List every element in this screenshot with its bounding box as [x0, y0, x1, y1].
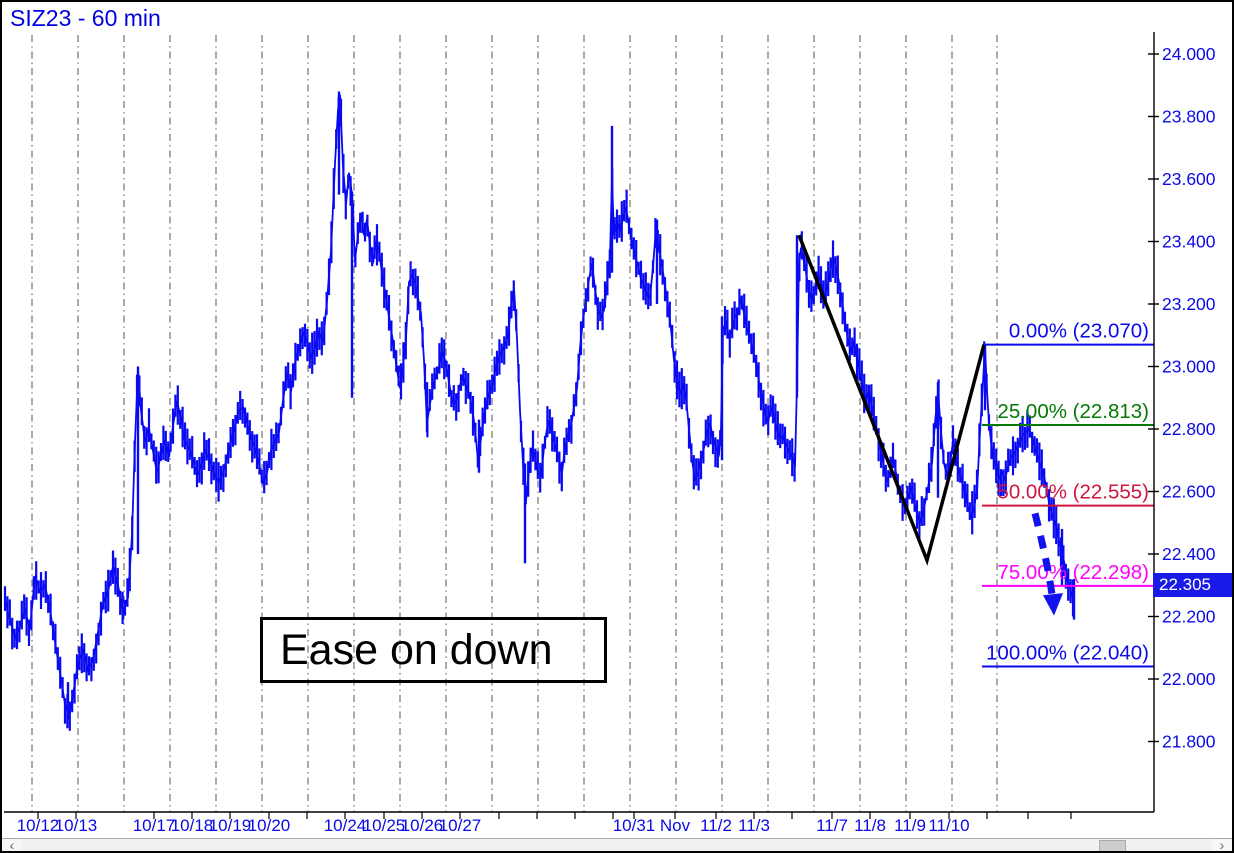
- y-tick-label: 22.200: [1162, 607, 1216, 627]
- x-tick-label: Nov: [660, 816, 691, 835]
- x-tick-label: 11/10: [928, 816, 969, 835]
- x-tick-label: 11/3: [738, 816, 770, 835]
- y-tick-label: 22.000: [1162, 669, 1216, 689]
- x-tick-label: 10/20: [248, 816, 291, 835]
- fib-label-0pct: 0.00% (23.070): [1009, 320, 1149, 343]
- y-tick-label: 22.400: [1162, 544, 1216, 564]
- x-tick-label: 10/27: [439, 816, 482, 835]
- y-tick-label: 24.000: [1162, 44, 1216, 64]
- x-tick-label: 10/19: [209, 816, 252, 835]
- horizontal-scrollbar[interactable]: ‹ ›: [2, 838, 1232, 851]
- x-tick-label: 11/8: [854, 816, 886, 835]
- y-tick-label: 23.400: [1162, 232, 1216, 252]
- y-tick-label: 23.600: [1162, 169, 1216, 189]
- x-tick-label: 10/26: [401, 816, 444, 835]
- x-tick-label: 10/24: [324, 816, 367, 835]
- x-tick-label: 11/2: [700, 816, 732, 835]
- annotation-label: Ease on down: [280, 626, 553, 674]
- x-tick-label: 10/12: [17, 816, 60, 835]
- y-tick-label: 23.000: [1162, 357, 1216, 377]
- trendline[interactable]: [797, 234, 986, 566]
- price-close-line: [4, 94, 1075, 717]
- scroll-left-button[interactable]: ‹: [2, 838, 22, 851]
- projection-arrow-head: [1043, 593, 1063, 616]
- projection-arrow-shaft[interactable]: [1031, 512, 1056, 596]
- fib-label-50pct: 50.00% (22.555): [997, 481, 1149, 504]
- annotation-text-box[interactable]: Ease on down: [260, 617, 607, 683]
- fib-label-100pct: 100.00% (22.040): [986, 642, 1149, 665]
- x-tick-label: 10/31: [613, 816, 656, 835]
- last-price-value: 22.305: [1159, 575, 1211, 594]
- y-tick-label: 22.600: [1162, 482, 1216, 502]
- fib-label-25pct: 25.00% (22.813): [997, 400, 1149, 423]
- y-tick-label: 22.800: [1162, 419, 1216, 439]
- fib-label-75pct: 75.00% (22.298): [997, 561, 1149, 584]
- x-tick-label: 10/17: [133, 816, 176, 835]
- y-tick-label: 23.800: [1162, 107, 1216, 127]
- x-tick-label: 11/7: [816, 816, 848, 835]
- x-tick-label: 11/9: [894, 816, 926, 835]
- y-tick-label: 23.200: [1162, 294, 1216, 314]
- x-tick-label: 10/25: [363, 816, 406, 835]
- scrollbar-thumb[interactable]: [1099, 840, 1126, 851]
- scroll-right-button[interactable]: ›: [1212, 838, 1232, 851]
- price-spike-wicks: [66, 91, 1076, 720]
- x-tick-label: 10/13: [55, 816, 98, 835]
- y-tick-label: 21.800: [1162, 732, 1216, 752]
- x-tick-label: 10/18: [171, 816, 214, 835]
- last-price-tag: 22.305: [1153, 573, 1232, 597]
- chart-title: SIZ23 - 60 min: [10, 5, 161, 31]
